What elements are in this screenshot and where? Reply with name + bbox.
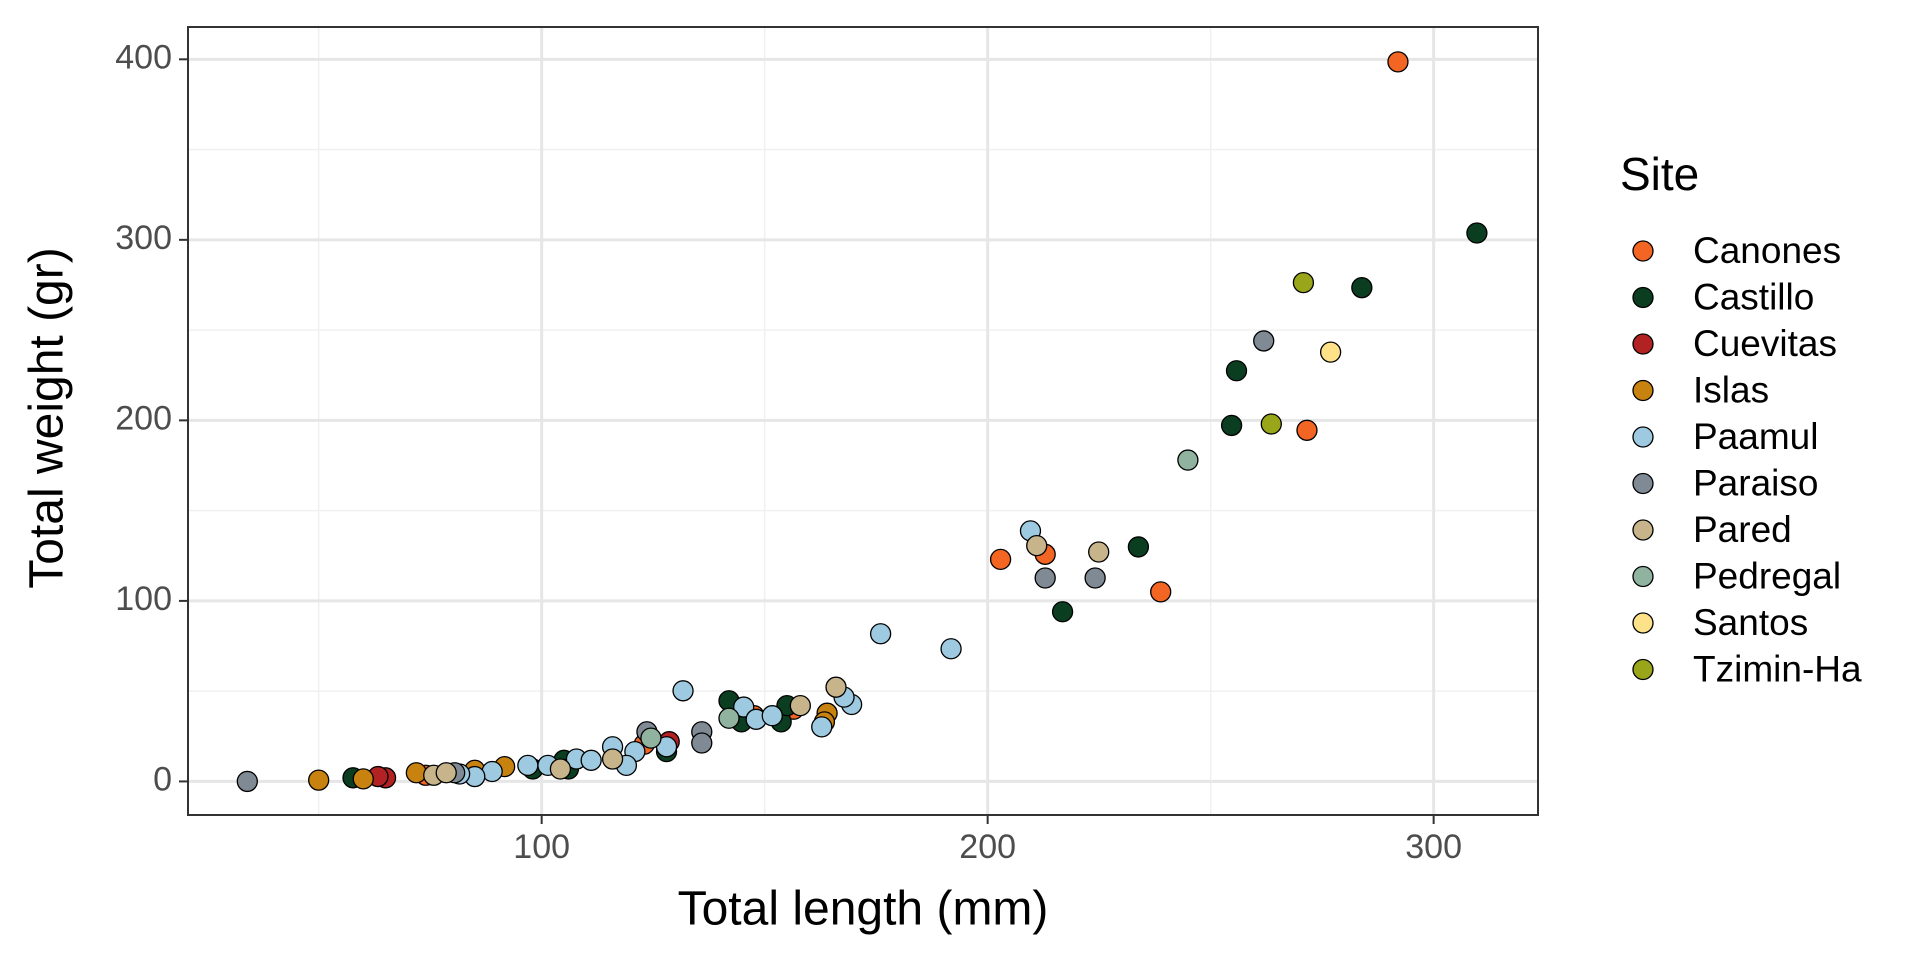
legend-label: Islas: [1693, 369, 1769, 410]
point: [1387, 51, 1409, 73]
legend-key: [1632, 519, 1654, 541]
point: [1177, 449, 1199, 471]
point: [761, 705, 783, 727]
y-tick-label: 0: [153, 760, 172, 798]
point: [1051, 601, 1074, 623]
point: [1026, 535, 1048, 557]
point: [580, 749, 602, 771]
point: [1319, 341, 1342, 363]
point: [1088, 541, 1110, 563]
y-axis-title: Total weight (gr): [21, 247, 74, 588]
point: [236, 770, 258, 793]
point: [1084, 567, 1106, 589]
y-tick-label: 400: [115, 38, 172, 76]
point: [1466, 222, 1488, 244]
legend-key: [1632, 379, 1654, 402]
point: [940, 638, 962, 660]
panel-border: [187, 26, 1539, 816]
point: [549, 758, 572, 780]
legend-label: Pedregal: [1693, 555, 1841, 596]
x-tick-label: 100: [513, 828, 570, 866]
legend-label: Santos: [1693, 602, 1808, 643]
point: [1127, 536, 1150, 558]
point: [672, 680, 694, 702]
point: [1260, 413, 1282, 435]
point: [825, 676, 847, 698]
point: [1225, 360, 1248, 382]
legend-label: Tzimin-Ha: [1693, 648, 1862, 689]
y-tick-label: 300: [115, 219, 172, 257]
point: [308, 769, 330, 791]
legend-key: [1632, 472, 1654, 495]
point: [789, 694, 811, 717]
legend-key: [1632, 565, 1654, 588]
point: [405, 762, 427, 784]
point: [601, 748, 624, 770]
point: [1253, 330, 1275, 352]
legend-label: Paamul: [1693, 416, 1818, 457]
y-tick-label: 100: [115, 580, 172, 618]
point: [691, 732, 713, 754]
point: [1292, 271, 1315, 294]
point: [1351, 277, 1373, 299]
point: [1150, 581, 1172, 603]
legend-key: [1632, 286, 1654, 309]
legend-label: Canones: [1693, 230, 1841, 271]
point: [435, 762, 457, 784]
legend-title: Site: [1620, 148, 1699, 200]
point: [1296, 419, 1318, 441]
legend-key: [1632, 240, 1654, 262]
legend-label: Cuevitas: [1693, 323, 1837, 364]
x-tick-label: 200: [959, 828, 1016, 866]
x-axis-title: Total length (mm): [678, 883, 1049, 936]
point: [1220, 414, 1243, 437]
legend-label: Pared: [1693, 509, 1792, 550]
legend-label: Paraiso: [1693, 462, 1818, 503]
point: [1034, 567, 1056, 589]
point: [989, 548, 1012, 571]
y-tick-label: 200: [115, 399, 172, 437]
legend-key: [1632, 333, 1654, 355]
legend-label: Castillo: [1693, 276, 1814, 317]
x-tick-label: 300: [1405, 828, 1462, 866]
legend-key: [1632, 658, 1654, 681]
point: [352, 768, 374, 790]
point: [869, 623, 892, 645]
point: [517, 754, 539, 777]
point: [718, 707, 740, 729]
point: [811, 716, 833, 738]
legend-key: [1632, 426, 1654, 448]
legend-key: [1632, 612, 1654, 634]
point: [640, 727, 662, 749]
